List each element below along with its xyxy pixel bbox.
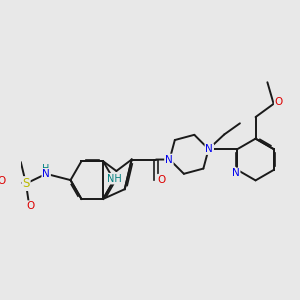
Text: N: N [232,168,240,178]
Text: N: N [206,144,213,154]
Text: O: O [275,97,283,107]
Text: O: O [158,175,166,185]
Text: H: H [43,164,50,174]
Text: N: N [165,154,173,164]
Text: O: O [26,201,34,211]
Text: O: O [0,176,6,186]
Text: N: N [42,169,50,179]
Text: S: S [22,177,30,190]
Text: NH: NH [107,174,122,184]
